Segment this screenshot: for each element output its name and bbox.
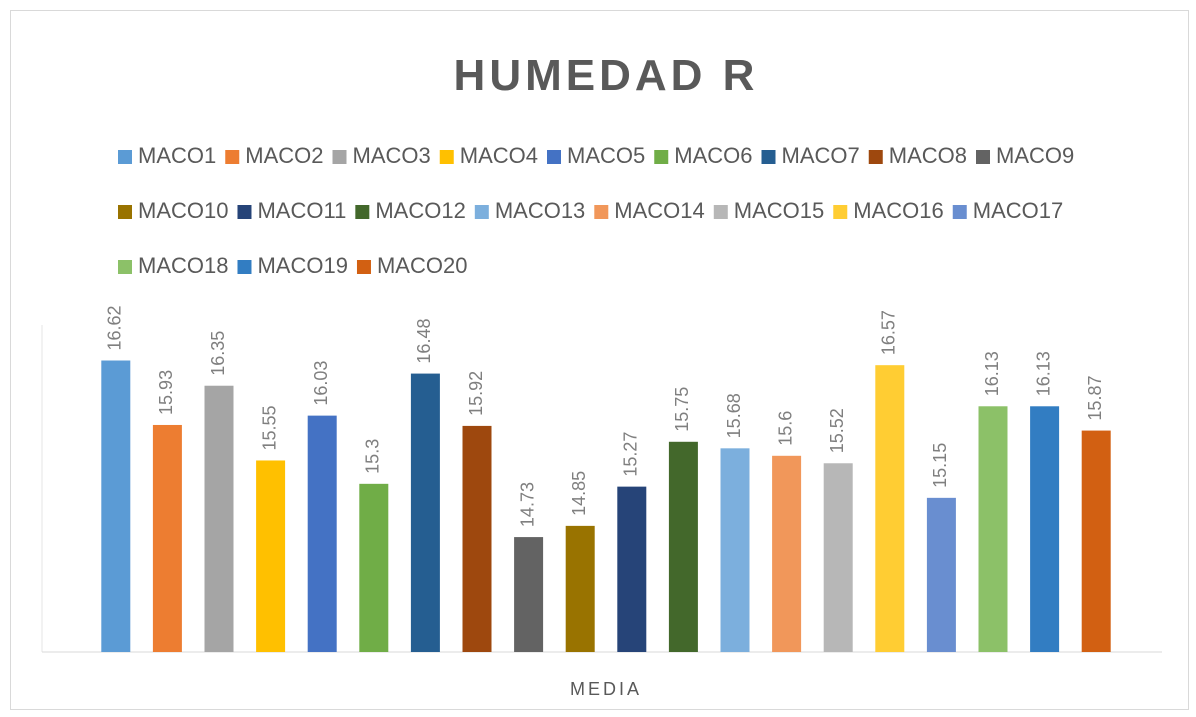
- value-label: 16.13: [1033, 351, 1053, 396]
- legend-text: MACO8: [889, 143, 967, 168]
- legend-swatch: [868, 150, 883, 164]
- value-label: 16.48: [414, 319, 434, 364]
- bar: [462, 425, 492, 652]
- legend-text: MACO16: [853, 198, 943, 223]
- legend-swatch: [439, 150, 454, 164]
- legend-text: MACO10: [138, 198, 228, 223]
- bar: [978, 406, 1008, 652]
- bar: [204, 385, 234, 652]
- chart-title: HUMEDAD R: [454, 51, 759, 100]
- value-label: 15.92: [466, 371, 486, 416]
- legend-text: MACO4: [460, 143, 538, 168]
- legend-swatch: [976, 150, 990, 164]
- value-label: 14.73: [517, 482, 537, 527]
- bar: [256, 460, 286, 652]
- bar: [772, 455, 802, 652]
- bar: [307, 415, 337, 652]
- legend-text: MACO3: [353, 143, 431, 168]
- bar: [152, 424, 182, 652]
- bar: [875, 365, 905, 652]
- legend-swatch: [713, 205, 728, 219]
- value-label: 15.93: [156, 370, 176, 415]
- value-label: 15.75: [672, 387, 692, 432]
- value-label: 15.15: [930, 443, 950, 488]
- bar: [668, 441, 698, 652]
- value-label: 15.27: [621, 432, 641, 477]
- legend-swatch: [118, 205, 132, 219]
- value-label: 15.68: [724, 393, 744, 438]
- value-label: 15.55: [259, 405, 279, 450]
- legend-text: MACO7: [782, 143, 860, 168]
- legend-swatch: [952, 205, 967, 219]
- value-label: 16.62: [105, 305, 125, 350]
- value-label: 15.3: [363, 439, 383, 474]
- legend-swatch: [237, 205, 252, 219]
- legend-text: MACO2: [245, 143, 323, 168]
- value-label: 15.87: [1085, 376, 1105, 421]
- bar: [617, 486, 647, 652]
- legend-text: MACO1: [138, 143, 216, 168]
- legend-swatch: [547, 150, 561, 164]
- legend-text: MACO14: [614, 198, 704, 223]
- legend-text: MACO18: [138, 253, 228, 278]
- value-label: 16.13: [982, 351, 1002, 396]
- chart-border: [10, 10, 1189, 710]
- legend-swatch: [356, 260, 371, 274]
- value-label: 14.85: [569, 471, 589, 516]
- bar: [720, 448, 750, 652]
- bar: [565, 525, 595, 652]
- bar: [823, 463, 853, 652]
- value-label: 16.57: [879, 310, 899, 355]
- legend-swatch: [332, 150, 347, 164]
- legend-swatch: [237, 260, 252, 274]
- legend-text: MACO17: [973, 198, 1063, 223]
- bar: [410, 373, 440, 652]
- legend-swatch: [654, 150, 669, 164]
- bar: [101, 360, 131, 652]
- legend-swatch: [355, 205, 370, 219]
- legend-text: MACO20: [377, 253, 467, 278]
- legend-text: MACO15: [734, 198, 824, 223]
- bar: [1030, 406, 1060, 652]
- legend-text: MACO19: [257, 253, 347, 278]
- legend-swatch: [118, 150, 132, 164]
- legend-text: MACO11: [257, 198, 346, 223]
- legend-swatch: [761, 150, 776, 164]
- legend-text: MACO6: [674, 143, 752, 168]
- value-label: 16.03: [311, 361, 331, 406]
- legend-text: MACO13: [495, 198, 585, 223]
- value-label: 16.35: [208, 331, 228, 376]
- value-label: 15.6: [775, 411, 795, 446]
- legend-text: MACO12: [375, 198, 465, 223]
- x-tick-label: MEDIA: [570, 679, 642, 699]
- bar: [359, 483, 389, 652]
- legend-swatch: [118, 260, 132, 274]
- legend-swatch: [474, 205, 489, 219]
- legend-swatch: [833, 205, 848, 219]
- value-label: 15.52: [827, 408, 847, 453]
- bar: [1081, 430, 1111, 652]
- bar: [926, 497, 956, 652]
- legend-swatch: [225, 150, 240, 164]
- legend-swatch: [594, 205, 609, 219]
- legend-text: MACO5: [567, 143, 645, 168]
- bar: [514, 537, 544, 652]
- legend-text: MACO9: [996, 143, 1074, 168]
